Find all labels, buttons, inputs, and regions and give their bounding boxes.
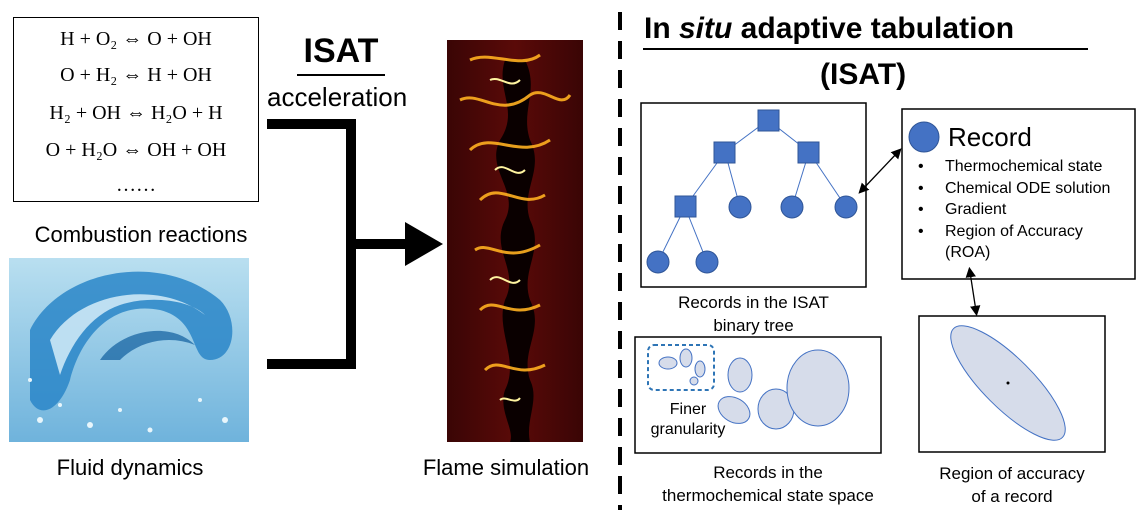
tree-node-internal [713, 141, 736, 164]
acceleration-label: acceleration [267, 82, 408, 112]
isat-label: ISAT [303, 32, 379, 70]
finer-granularity-highlight [647, 344, 715, 391]
tree-leaf-record [780, 195, 804, 219]
record-icon [908, 121, 940, 153]
record-title: Record [948, 122, 1032, 152]
leaf-record-link-arrow [858, 148, 902, 194]
record-attribute-list: • Thermochemical state • Chemical ODE solu… [918, 156, 1110, 264]
reactions-box: H + O₂ ⇔ O + OH O + H₂ ⇔ H + OH H₂ + OH … [13, 17, 259, 202]
tree-node-root [757, 109, 780, 132]
roa-center-point [1006, 381, 1010, 385]
finer-granularity-label: Finer granularity [650, 401, 726, 438]
combustion-reactions-label: Combustion reactions [34, 222, 248, 247]
reaction-2: O + H₂ ⇔ H + OH [60, 64, 212, 86]
roa-caption: Region of accuracy of a record [939, 464, 1085, 506]
isat-underline [297, 74, 385, 76]
reaction-ellipsis: …… [116, 174, 156, 196]
tree-leaf-record [834, 195, 858, 219]
state-space-caption: Records in the thermochemical state spac… [662, 463, 874, 505]
merge-arrow [267, 119, 443, 369]
fluid-dynamics-label: Fluid dynamics [56, 455, 204, 480]
tree-leaf-record [728, 195, 752, 219]
tree-panel [640, 102, 867, 288]
record-item: • Chemical ODE solution [918, 179, 1111, 197]
record-item-continuation: (ROA) [945, 244, 991, 261]
record-roa-link-arrow [965, 266, 981, 317]
reaction-3: H₂ + OH ⇔ H₂O + H [49, 102, 223, 124]
record-item: • Thermochemical state [918, 158, 1103, 175]
tree-caption: Records in the ISAT binary tree [678, 293, 829, 335]
reaction-4: O + H₂O ⇔ OH + OH [45, 139, 227, 161]
tree-nodes [646, 109, 858, 274]
record-item: • Gradient [918, 201, 1007, 218]
flame-simulation-image [447, 40, 583, 442]
state-space-ellipses [658, 348, 850, 430]
record-item: • Region of Accuracy [918, 222, 1083, 240]
tree-node-internal [674, 195, 697, 218]
flame-simulation-label: Flame simulation [422, 455, 590, 480]
tree-node-internal [797, 141, 820, 164]
fluid-dynamics-image [9, 258, 249, 442]
right-title-italic: situ [679, 12, 733, 45]
reaction-1: H + O₂ ⇔ O + OH [60, 28, 212, 50]
tree-leaf-record [695, 250, 719, 274]
right-title-acronym: (ISAT) [820, 58, 907, 91]
record-panel [901, 108, 1136, 280]
right-title-underline [643, 48, 1088, 50]
tree-leaf-record [646, 250, 670, 274]
right-title: In situ adaptive tabulation [644, 12, 1015, 45]
